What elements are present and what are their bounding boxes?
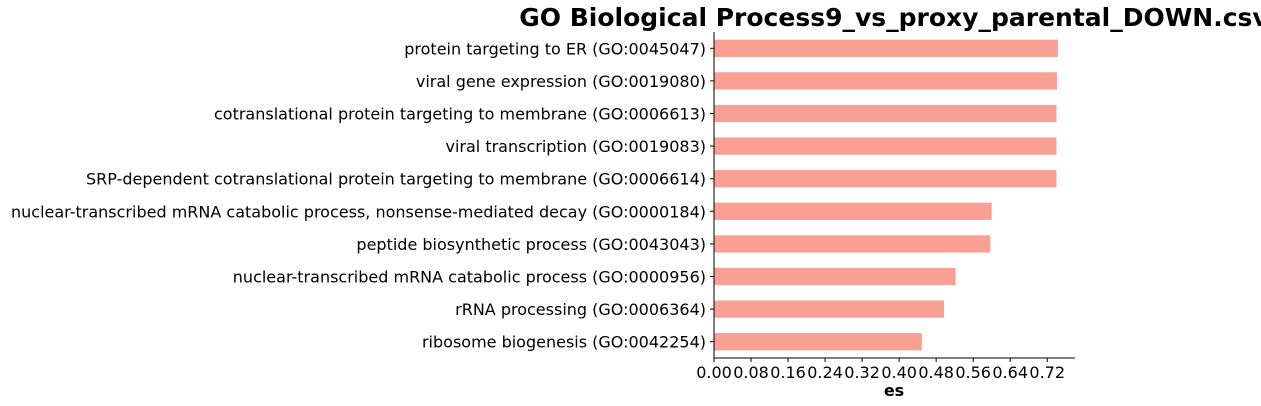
x-tick-label: 0.48 [918, 363, 954, 382]
bar [714, 300, 945, 318]
x-tick-label: 0.72 [1029, 363, 1065, 382]
x-ticks: 0.00 0.08 0.16 0.24 0.32 0.40 0.48 0.56 0.64 0.72 [696, 358, 1065, 382]
bar [714, 104, 1057, 123]
category-label: protein targeting to ER (GO:0045047) [404, 39, 706, 58]
bar [714, 235, 991, 253]
bar [714, 72, 1057, 90]
category-labels: protein targeting to ER (GO:0045047) vira… [11, 39, 714, 352]
x-tick-label: 0.08 [733, 363, 769, 382]
bar [714, 202, 992, 220]
x-axis-label: es [884, 381, 904, 400]
x-tick-label: 0.32 [844, 363, 880, 382]
category-label: ribosome biogenesis (GO:0042254) [422, 333, 706, 352]
bar [714, 170, 1057, 188]
bar [714, 137, 1057, 155]
bar [714, 39, 1058, 57]
category-label: cotranslational protein targeting to mem… [214, 105, 706, 124]
x-tick-label: 0.00 [696, 363, 732, 382]
category-label: nuclear-transcribed mRNA catabolic proce… [11, 202, 706, 221]
category-label: viral transcription (GO:0019083) [445, 137, 706, 156]
bars-group [714, 39, 1058, 351]
x-tick-label: 0.16 [770, 363, 806, 382]
category-label: SRP-dependent cotranslational protein ta… [86, 170, 706, 189]
x-tick-label: 0.56 [955, 363, 991, 382]
category-label: rRNA processing (GO:0006364) [455, 300, 706, 319]
bar [714, 333, 922, 351]
x-tick-label: 0.40 [881, 363, 917, 382]
category-label: viral gene expression (GO:0019080) [416, 72, 706, 91]
x-tick-label: 0.64 [992, 363, 1028, 382]
category-label: peptide biosynthetic process (GO:0043043… [356, 235, 706, 254]
chart-title: GO Biological Process9_vs_proxy_parental… [519, 3, 1261, 32]
bar [714, 267, 956, 286]
category-label: nuclear-transcribed mRNA catabolic proce… [233, 268, 706, 287]
x-tick-label: 0.24 [807, 363, 843, 382]
